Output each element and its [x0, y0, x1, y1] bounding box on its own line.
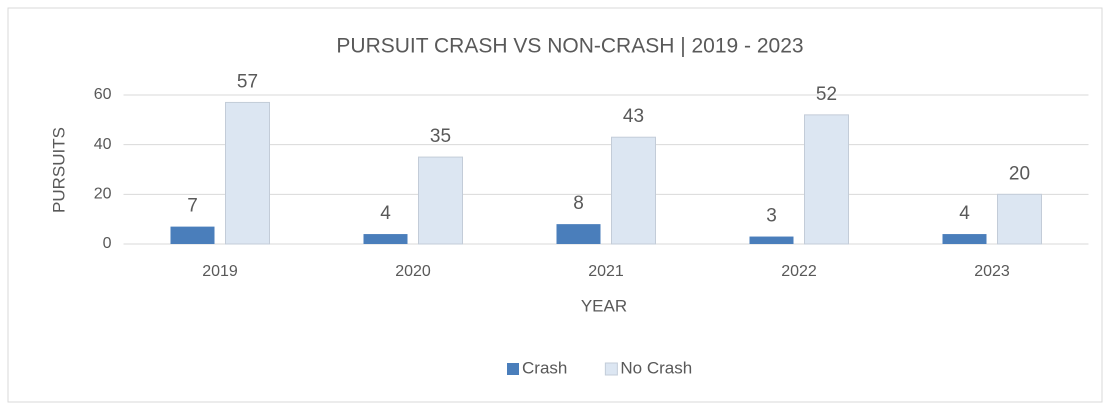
x-tick-label: 2022 [781, 263, 817, 280]
y-tick-label: 20 [94, 186, 112, 203]
data-label: 4 [380, 203, 391, 224]
data-label: 35 [430, 126, 451, 147]
legend-swatch [604, 362, 618, 376]
legend-label: Crash [522, 358, 567, 377]
bar [997, 193, 1042, 245]
chart-frame [7, 7, 1103, 403]
x-tick-label: 2021 [588, 263, 624, 280]
chart-title: PURSUIT CRASH VS NON-CRASH | 2019 - 2023 [336, 35, 803, 58]
data-label: 43 [623, 106, 644, 127]
x-tick-label: 2019 [202, 263, 238, 280]
data-label: 57 [237, 71, 258, 92]
bar [749, 236, 794, 244]
data-label: 3 [766, 206, 777, 227]
data-label: 52 [816, 84, 837, 105]
data-label: 20 [1009, 163, 1030, 184]
data-label: 8 [573, 193, 584, 214]
x-tick-label: 2020 [395, 263, 431, 280]
bar [363, 234, 408, 244]
bar [804, 114, 849, 245]
data-label: 7 [187, 196, 198, 217]
bar [418, 156, 463, 245]
bar [611, 136, 656, 245]
legend-label: No Crash [620, 358, 692, 377]
bar [170, 226, 215, 244]
bar [225, 101, 270, 245]
x-axis-label: YEAR [581, 296, 627, 315]
x-tick-label: 2023 [974, 263, 1010, 280]
legend-swatch [507, 363, 519, 375]
y-tick-label: 40 [94, 136, 112, 153]
y-tick-label: 60 [94, 86, 112, 103]
y-axis-label: PURSUITS [49, 127, 68, 213]
bar [942, 234, 987, 244]
y-tick-label: 0 [103, 235, 112, 252]
data-label: 4 [959, 203, 970, 224]
bar [556, 224, 601, 244]
